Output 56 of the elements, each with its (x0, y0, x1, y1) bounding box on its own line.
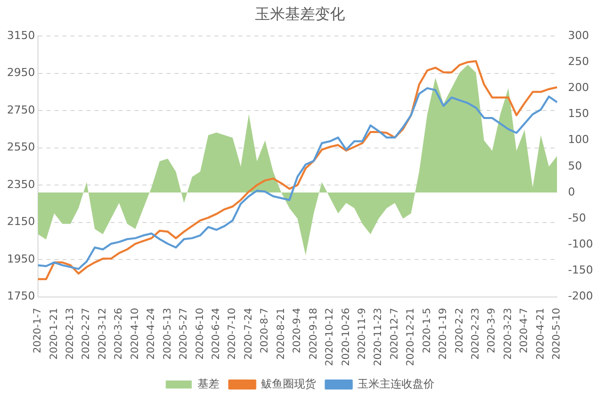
chart-title: 玉米基差变化 (255, 4, 345, 23)
x-tick-label: 2020-7-24 (243, 308, 254, 360)
x-tick-label: 2020-2-13 (65, 308, 76, 360)
x-tick-label: 2020-9-4 (292, 308, 304, 354)
y2-tick-label: 100 (568, 133, 590, 146)
x-tick-label: 2020-4-21 (535, 308, 546, 360)
y2-tick-label: 150 (568, 107, 590, 120)
x-tick-label: 2020-3-12 (97, 308, 108, 360)
y-tick-label: 2150 (6, 215, 35, 228)
x-tick-label: 2020-10-12 (324, 308, 336, 366)
y-tick-label: 2750 (6, 103, 35, 116)
x-tick-label: 2020-5-13 (162, 308, 174, 360)
y-tick-label: 2550 (6, 140, 35, 154)
y2-tick-label: -100 (568, 238, 594, 251)
x-tick-label: 2020-5-10 (552, 308, 563, 360)
x-tick-label: 2020-3-23 (502, 308, 514, 360)
y-tick-label: 1950 (6, 252, 35, 266)
x-tick-label: 2020-4-24 (146, 308, 158, 360)
x-tick-label: 2020-1-7 (32, 308, 44, 354)
x-tick-label: 2020-5-27 (178, 308, 190, 360)
x-tick-label: 2020-6-10 (194, 308, 206, 360)
x-tick-label: 2020-12-21 (406, 308, 417, 366)
x-tick-label: 2020-11-23 (373, 308, 384, 366)
legend-label: 玉米主连收盘价 (357, 377, 434, 390)
y2-tick-label: 200 (568, 81, 590, 94)
legend-label: 鲅鱼圈现货 (260, 377, 316, 390)
x-tick-label: 2020-10-26 (340, 308, 352, 366)
y2-tick-label: 50 (568, 159, 582, 172)
y2-tick-label: -50 (568, 211, 586, 224)
x-tick-label: 2020-6-24 (211, 308, 222, 360)
x-tick-label: 2020-2-2 (454, 308, 466, 354)
y-tick-label: 2350 (6, 178, 35, 191)
legend-label: 基差 (197, 377, 220, 390)
x-tick-label: 2020-4-7 (519, 308, 530, 354)
x-tick-label: 2020-12-7 (389, 308, 400, 360)
x-tick-label: 2020-3-9 (486, 308, 498, 354)
x-tick-label: 2020-7-10 (227, 308, 238, 360)
y-tick-label: 2950 (6, 66, 35, 80)
x-tick-label: 2020-1-5 (422, 308, 433, 354)
x-tick-label: 2020-9-18 (308, 308, 320, 360)
x-tick-label: 2020-1-21 (48, 308, 60, 360)
x-tick-label: 2020-1-19 (438, 308, 450, 360)
y-tick-label: 3150 (6, 28, 35, 42)
y2-tick-label: -200 (568, 290, 594, 303)
x-tick-label: 2020-2-23 (470, 308, 482, 360)
y-tick-label: 1750 (6, 290, 35, 303)
x-tick-label: 2020-11-9 (356, 308, 368, 360)
x-tick-label: 2020-8-21 (276, 308, 287, 360)
x-tick-label: 2020-3-26 (114, 308, 125, 360)
y2-tick-label: 300 (568, 28, 590, 42)
x-tick-label: 2020-4-10 (130, 308, 141, 360)
y2-tick-label: 0 (568, 185, 576, 198)
x-tick-label: 2020-2-27 (81, 308, 92, 360)
y2-tick-label: -150 (568, 264, 594, 277)
x-tick-label: 2020-8-7 (260, 308, 271, 354)
y2-tick-label: 250 (568, 54, 590, 68)
